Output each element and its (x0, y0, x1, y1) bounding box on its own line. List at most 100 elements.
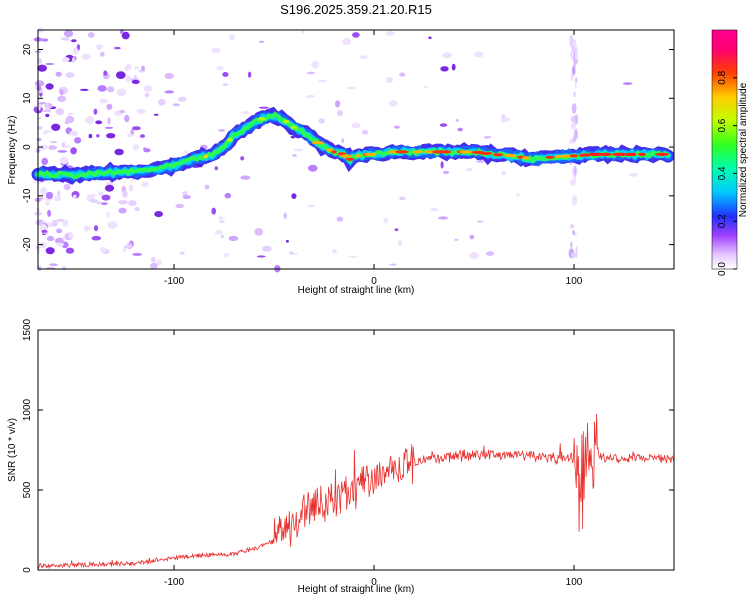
spectrogram-noise-cell (57, 95, 67, 103)
spectrogram-noise-cell (45, 83, 54, 90)
spectrogram-noise-cell (570, 241, 573, 249)
snr-ytick-label: 1500 (22, 318, 33, 341)
spectrogram-noise-cell (61, 57, 70, 62)
spectrogram-noise-cell (214, 166, 218, 171)
spectrogram-peak-cell (559, 154, 573, 158)
spectrogram-noise-cell (175, 203, 184, 209)
spectrogram-noise-cell (399, 196, 406, 201)
spectrogram-noise-cell (134, 206, 140, 212)
spectrogram-peak-cell (282, 119, 290, 124)
spectrogram-noise-cell (104, 126, 114, 129)
spectrogram-noise-cell (475, 160, 485, 163)
spectrogram-noise-cell (93, 225, 99, 232)
spectrogram-noise-cell (172, 103, 180, 107)
spectrogram-noise-cell (50, 141, 58, 144)
spectrogram-noise-cell (45, 103, 49, 112)
spectrogram-noise-cell (571, 47, 578, 53)
spectrogram-noise-cell (88, 133, 93, 139)
spectrogram-noise-cell (211, 207, 216, 215)
spectrogram-noise-cell (154, 211, 163, 218)
colorbar-tick-label: 0.4 (717, 166, 728, 180)
spectrogram-noise-cell (224, 192, 232, 199)
spectrogram-noise-cell (143, 85, 153, 92)
spectrogram-noise-cell (240, 156, 245, 161)
spectrogram-noise-cell (118, 207, 127, 214)
spectrogram-noise-cell (53, 195, 62, 202)
spectrogram-noise-cell (288, 251, 294, 255)
snr-frame (37, 329, 675, 571)
spectrogram-noise-cell (136, 108, 147, 114)
spectrogram-noise-cell (118, 200, 128, 205)
spectrogram-noise-cell (440, 66, 449, 72)
spectrogram-noise-cell (164, 90, 174, 94)
spectrogram-noise-cell (81, 53, 91, 61)
spectrogram-noise-cell (308, 164, 318, 172)
spectrogram-noise-cell (228, 235, 239, 241)
spectrogram-noise-cell (40, 144, 49, 150)
spectrogram-noise-cell (103, 70, 108, 76)
spectrogram-noise-cell (219, 220, 225, 223)
spectrogram-noise-cell (573, 165, 577, 176)
spectrogram-peak-cell (492, 153, 504, 157)
snr-ylabel: SNR (10 * v/v) (7, 418, 18, 482)
spectrogram-noise-cell (575, 77, 578, 82)
spectrogram-noise-cell (59, 156, 69, 165)
spectrogram-noise-cell (121, 31, 130, 40)
spectrogram-noise-cell (71, 57, 76, 63)
spectrogram-noise-cell (141, 65, 146, 71)
spectrogram-noise-cell (454, 238, 459, 241)
spectrogram-noise-cell (40, 38, 49, 42)
spectrogram-noise-cell (132, 252, 143, 256)
spectrogram-noise-cell (423, 85, 429, 89)
spectrogram-noise-cell (307, 204, 316, 208)
spectrogram-noise-cell (361, 129, 369, 135)
spectrogram-noise-cell (141, 181, 149, 188)
snr-ytick-label: 0 (22, 567, 33, 573)
spectrogram-noise-cell (394, 228, 399, 232)
spectrogram-noise-cell (318, 79, 327, 83)
spectrogram-ylabel: Frequency (Hz) (7, 116, 18, 185)
spectrogram-noise-cell (125, 75, 132, 83)
spectrogram-noise-cell (348, 255, 358, 258)
spectrogram-noise-cell (229, 34, 235, 41)
spectrogram-noise-cell (106, 86, 115, 93)
spectrogram-noise-cell (574, 38, 577, 51)
spectrogram-noise-cell (283, 212, 287, 220)
spectrogram-noise-cell (36, 117, 42, 120)
spectrogram-noise-cell (393, 125, 400, 129)
spectrogram-noise-cell (570, 73, 573, 79)
spectrogram-peak-cell (345, 157, 355, 161)
spectrogram-noise-cell (222, 72, 229, 77)
spectrogram-noise-cell (500, 117, 511, 122)
spectrogram-noise-cell (311, 60, 319, 69)
spectrogram-noise-cell (389, 100, 398, 107)
snr-xtick-label: -100 (164, 577, 184, 588)
spectrogram-xtick-label: 0 (371, 276, 377, 287)
spectrogram-noise-cell (351, 122, 361, 129)
spectrogram-noise-cell (69, 130, 79, 137)
spectrogram-noise-cell (290, 135, 296, 139)
spectrogram-noise-cell (220, 234, 225, 239)
spectrogram-noise-cell (629, 173, 638, 177)
spectrogram-noise-cell (106, 133, 116, 139)
spectrogram-noise-cell (306, 71, 315, 75)
spectrogram-noise-cell (385, 31, 395, 36)
spectrogram-noise-cell (342, 38, 352, 46)
spectrogram-noise-cell (258, 106, 269, 109)
spectrogram-noise-cell (516, 193, 520, 197)
spectrogram-noise-cell (132, 126, 141, 131)
spectrogram-noise-cell (218, 216, 223, 221)
spectrogram-noise-cell (122, 190, 128, 198)
spectrogram-noise-cell (473, 51, 484, 58)
spectrogram-peak-cell (371, 152, 377, 156)
spectrogram-peak-cell (258, 117, 266, 121)
spectrogram-noise-cell (61, 241, 69, 249)
spectrogram-noise-cell (91, 235, 102, 241)
spectrogram-noise-cell (455, 119, 460, 122)
spectrogram-noise-cell (292, 154, 297, 157)
spectrogram-noise-cell (132, 144, 140, 151)
spectrogram-noise-cell (622, 82, 633, 85)
spectrogram-noise-cell (45, 191, 54, 200)
spectrogram-noise-cell (57, 190, 61, 197)
snr-ytick-label: 1000 (22, 398, 33, 421)
